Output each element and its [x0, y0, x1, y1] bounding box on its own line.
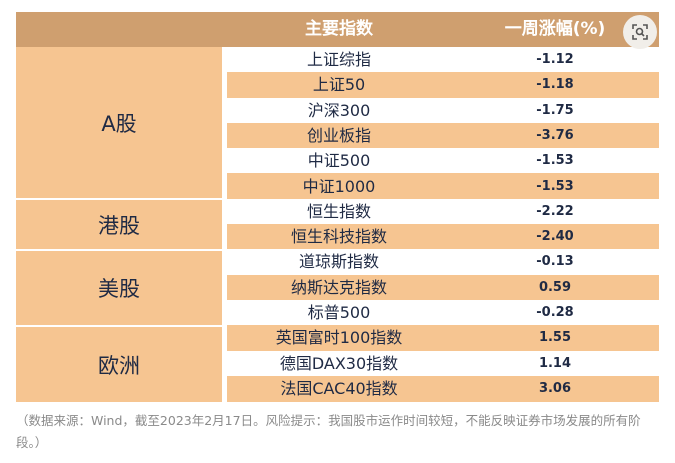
index-name: 中证500: [307, 151, 371, 171]
index-table: 主要指数 一周涨幅(%) A股 港股 美股 欧洲 上证综指 -1.12 上证50…: [16, 12, 659, 402]
table-row: 中证500 -1.53: [227, 148, 659, 174]
index-name: 标普500: [307, 303, 371, 322]
weekly-change-value: -2.40: [536, 229, 574, 245]
table-row: 恒生指数 -2.22: [227, 198, 659, 225]
index-name: 法国CAC40指数: [280, 378, 398, 398]
table-row: 英国富时100指数 1.55: [227, 325, 659, 351]
image-search-icon: [632, 24, 648, 40]
weekly-change-value: -1.75: [536, 102, 574, 118]
index-name: 上证50: [312, 75, 366, 95]
weekly-change-value: -0.28: [536, 305, 574, 320]
group-label-a-shares: A股: [16, 47, 222, 199]
index-name: 创业板指: [306, 125, 371, 145]
weekly-change-value: -1.53: [536, 178, 574, 194]
group-divider: [16, 198, 222, 200]
index-name: 上证综指: [306, 50, 371, 69]
weekly-change-value: 1.14: [538, 355, 572, 371]
footnote: （数据来源：Wind，截至2023年2月17日。风险提示：我国股市运作时间较短，…: [16, 413, 641, 450]
table-row: 创业板指 -3.76: [227, 122, 659, 149]
table-row: 法国CAC40指数 3.06: [227, 375, 659, 402]
group-label-hk-shares: 港股: [16, 200, 222, 249]
index-name: 道琼斯指数: [298, 252, 379, 272]
weekly-change-value: 0.59: [538, 279, 572, 295]
group-divider: [16, 249, 222, 251]
group-label-europe: 欧洲: [16, 327, 222, 402]
table-row: 中证1000 -1.53: [227, 173, 659, 199]
group-label-us-shares: 美股: [16, 251, 222, 325]
table-row: 标普500 -0.28: [227, 300, 659, 326]
header-index-name: 主要指数: [305, 19, 373, 39]
table-row: 恒生科技指数 -2.40: [227, 224, 659, 250]
index-name: 德国DAX30指数: [279, 353, 399, 373]
table-row: 沪深300 -1.75: [227, 97, 659, 123]
index-name: 中证1000: [302, 176, 376, 196]
table-row: 上证50 -1.18: [227, 72, 659, 98]
table-row: 德国DAX30指数 1.14: [227, 350, 659, 376]
header-weekly-change: 一周涨幅(%): [504, 19, 606, 39]
weekly-change-value: 1.55: [538, 330, 572, 346]
table-row: 纳斯达克指数 0.59: [227, 274, 659, 300]
index-name: 恒生指数: [306, 201, 371, 221]
index-name: 纳斯达克指数: [290, 277, 387, 297]
weekly-change-value: -1.12: [536, 52, 574, 67]
group-divider: [16, 325, 222, 327]
weekly-change-value: -1.53: [536, 153, 574, 169]
column-divider: [222, 47, 227, 402]
weekly-change-value: -0.13: [536, 254, 574, 270]
weekly-change-value: -1.18: [536, 77, 574, 93]
index-name: 沪深300: [307, 100, 371, 120]
index-name: 恒生科技指数: [290, 227, 387, 247]
weekly-change-value: -2.22: [536, 203, 574, 219]
table-header: 主要指数 一周涨幅(%): [16, 12, 659, 47]
weekly-change-value: 3.06: [538, 380, 572, 396]
table-row: 上证综指 -1.12: [227, 47, 659, 73]
table-row: 道琼斯指数 -0.13: [227, 249, 659, 275]
index-name: 英国富时100指数: [275, 328, 403, 348]
image-search-button[interactable]: [623, 15, 657, 49]
weekly-change-value: -3.76: [536, 127, 574, 143]
